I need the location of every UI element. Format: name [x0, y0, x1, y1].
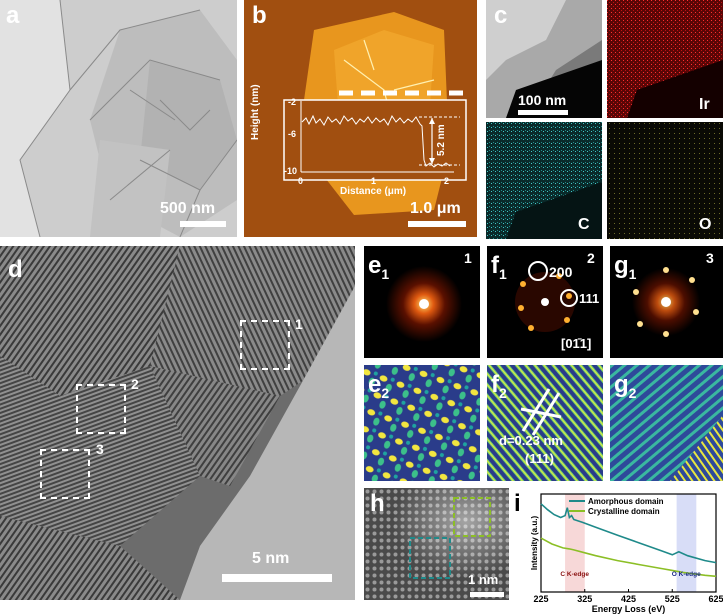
ifft-3-image: [610, 365, 723, 481]
ifft-2-image: [487, 365, 603, 481]
spot-111-label: 111: [579, 291, 600, 306]
panel-b: b Height (nm) -2 -6 -10 0 1 2 Distance (…: [244, 0, 477, 237]
ir-map-label: Ir: [699, 96, 710, 113]
spot-200-label: 200: [549, 264, 573, 280]
ir-map-image: [607, 0, 723, 118]
panel-c-label: c: [494, 2, 508, 29]
region-label-3: 3: [96, 441, 104, 457]
y-axis-label: Intensity (a.u.): [530, 516, 539, 571]
panel-f1-label: f1: [491, 252, 507, 282]
panel-b-image: [244, 0, 477, 237]
afm-xtick-1: 0: [298, 176, 304, 186]
afm-xtick-3: 2: [444, 176, 450, 186]
o-map-label: O: [699, 216, 712, 233]
panel-b-scalebar-label: 1.0 μm: [410, 200, 461, 217]
fft-1-image: [364, 246, 480, 358]
panel-h-label: h: [370, 490, 385, 517]
zone-axis-label: [01̄1]: [561, 336, 592, 351]
panel-e2-label: e2: [368, 371, 390, 401]
eels-chart: 225 325 425 525 625 Energy Loss (eV) Intensity…: [530, 493, 723, 614]
region-box-1: [240, 320, 290, 370]
panel-c-ir-map: Ir: [607, 0, 723, 118]
panel-f2-label: f2: [491, 371, 507, 401]
fft-1-region: 1: [464, 250, 472, 266]
o-edge-band: [676, 494, 697, 592]
fft-3-region: 3: [706, 250, 714, 266]
o-edge-annotation: O K-edge: [672, 571, 701, 578]
panel-a-scalebar-label: 500 nm: [160, 200, 216, 217]
panel-e1: e1 1: [364, 246, 480, 358]
lattice-plane-label: (111): [525, 451, 554, 466]
x-tick-label-1: 225: [533, 594, 548, 604]
panel-d-scalebar-label: 5 nm: [252, 550, 290, 567]
series-line-1: [540, 503, 717, 564]
afm-ytick-2: -6: [288, 129, 297, 139]
lattice-spacing-label: d=0.23 nm: [499, 433, 563, 448]
panel-e1-label: e1: [368, 252, 390, 282]
afm-ytick-1: -2: [288, 97, 297, 107]
panel-g2: g2: [610, 365, 723, 481]
panel-g1: g1 3: [610, 246, 723, 358]
fft-3-image: [610, 246, 723, 358]
panel-h: h 1 nm: [364, 488, 509, 600]
fft-2-region: 2: [587, 250, 595, 266]
panel-h-scalebar: [470, 592, 504, 597]
c-map-label: C: [578, 216, 590, 233]
o-map-image: [607, 122, 723, 239]
region-label-2: 2: [131, 376, 139, 392]
afm-ylabel: Height (nm): [250, 84, 261, 140]
legend-label-2: Crystalline domain: [588, 507, 660, 516]
panel-c-haadf: c 100 nm: [486, 0, 602, 118]
c-edge-band: [565, 494, 585, 592]
panel-c-scalebar-label: 100 nm: [518, 92, 567, 108]
panel-d: d 1 2 3 5 nm: [0, 246, 355, 600]
panel-i: i 225 325 425 525 625 Energy Loss (eV) Intensi…: [511, 488, 723, 615]
panel-b-label: b: [252, 2, 267, 29]
afm-height-annotation: 5.2 nm: [436, 124, 447, 156]
panel-a-label: a: [6, 2, 20, 29]
x-tick-label-3: 425: [621, 594, 636, 604]
afm-xtick-2: 1: [371, 176, 377, 186]
panel-h-image: [364, 488, 509, 600]
panel-d-scalebar: [222, 574, 332, 582]
panel-f2: f2 d=0.23 nm (111): [487, 365, 603, 481]
region-box-3: [40, 449, 90, 499]
panel-f1: f1 2 200 111 [01̄1]: [487, 246, 603, 358]
x-tick-label-5: 625: [708, 594, 723, 604]
afm-xlabel: Distance (μm): [340, 186, 407, 197]
afm-height-profile-inset: [283, 99, 467, 181]
panel-a-scalebar: [180, 221, 226, 227]
panel-h-scalebar-label: 1 nm: [468, 572, 499, 587]
x-tick-label-2: 325: [577, 594, 592, 604]
panel-c-scalebar: [518, 110, 568, 115]
panel-i-label: i: [514, 490, 521, 517]
ifft-1-image: [364, 365, 480, 481]
panel-g1-label: g1: [614, 252, 637, 282]
x-tick-label-4: 525: [665, 594, 680, 604]
panel-d-label: d: [8, 256, 23, 283]
region-label-1: 1: [295, 316, 303, 332]
panel-c-o-map: O: [607, 122, 723, 239]
afm-ytick-3: -10: [284, 166, 298, 176]
fft-2-image: [487, 246, 603, 358]
c-map-image: [486, 122, 602, 239]
x-axis-label: Energy Loss (eV): [592, 604, 666, 614]
panel-g2-label: g2: [614, 371, 637, 401]
region-box-2: [76, 384, 126, 434]
panel-e2: e2: [364, 365, 480, 481]
panel-c-c-map: C: [486, 122, 602, 239]
panel-d-image: [0, 246, 355, 600]
series-line-2: [540, 537, 717, 578]
panel-a-image: [0, 0, 237, 237]
panel-a: a 500 nm: [0, 0, 237, 237]
legend-label-1: Amorphous domain: [588, 497, 664, 506]
haadf-image: [486, 0, 602, 118]
c-edge-annotation: C K-edge: [560, 571, 589, 578]
panel-b-scalebar: [408, 221, 466, 227]
